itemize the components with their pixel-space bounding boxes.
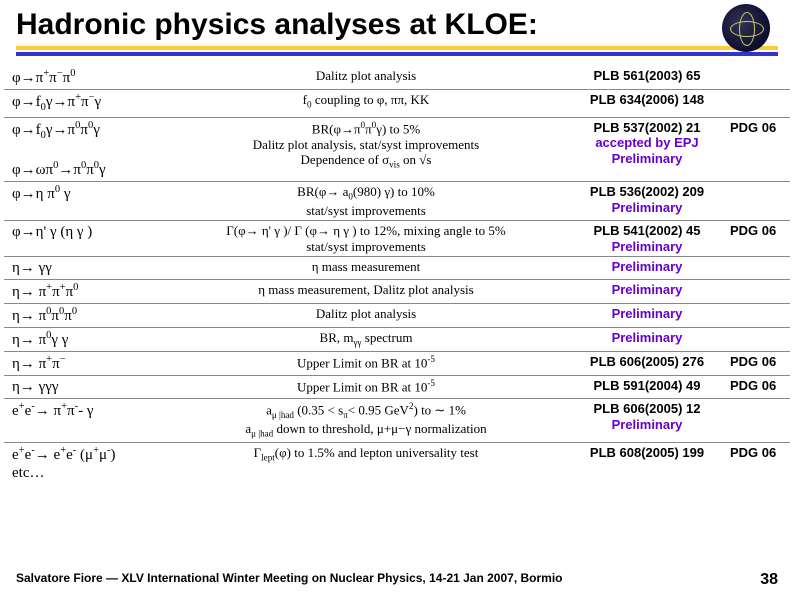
pdg-tag xyxy=(726,280,790,303)
reference: PLB 606(2005) 276 xyxy=(568,352,726,375)
pdg-tag: PDG 06 xyxy=(726,118,790,182)
pdg-tag xyxy=(726,90,790,117)
pdg-tag xyxy=(726,304,790,327)
description: Γlept(φ) to 1.5% and lepton universality… xyxy=(164,443,568,484)
decay-channel: η→ γγ xyxy=(4,257,164,279)
reference: PLB 537(2002) 21accepted by EPJPrelimina… xyxy=(568,118,726,182)
table-row: φ→π+π−π0Dalitz plot analysisPLB 561(2003… xyxy=(4,66,790,90)
reference: Preliminary xyxy=(568,257,726,279)
reference: PLB 536(2002) 209Preliminary xyxy=(568,182,726,220)
pdg-tag: PDG 06 xyxy=(726,376,790,398)
description: BR(φ→π0π0γ) to 5%Dalitz plot analysis, s… xyxy=(164,118,568,182)
pdg-tag: PDG 06 xyxy=(726,443,790,484)
table-row: e+e-→ e+e- (μ+μ-)etc…Γlept(φ) to 1.5% an… xyxy=(4,443,790,484)
reference: Preliminary xyxy=(568,328,726,351)
pdg-tag xyxy=(726,328,790,351)
table-row: η→ π0π0π0Dalitz plot analysisPreliminary xyxy=(4,304,790,328)
description: Dalitz plot analysis xyxy=(164,304,568,327)
decay-channel: η→ π0π0π0 xyxy=(4,304,164,327)
pdg-tag xyxy=(726,257,790,279)
reference: Preliminary xyxy=(568,280,726,303)
reference: PLB 541(2002) 45Preliminary xyxy=(568,221,726,256)
decay-channel: η→ π+π− xyxy=(4,352,164,375)
table-row: η→ π+π+π0η mass measurement, Dalitz plot… xyxy=(4,280,790,304)
table-row: φ→η π0 γBR(φ→ a0(980) γ) to 10%stat/syst… xyxy=(4,182,790,221)
decay-channel: φ→f0γ→π+π−γ xyxy=(4,90,164,117)
decay-channel: φ→π+π−π0 xyxy=(4,66,164,89)
description: Γ(φ→ η' γ )/ Γ (φ→ η γ ) to 12%, mixing … xyxy=(164,221,568,256)
pdg-tag xyxy=(726,182,790,220)
reference: Preliminary xyxy=(568,304,726,327)
description: aμ |had (0.35 < sπ< 0.95 GeV2) to ∼ 1%aμ… xyxy=(164,399,568,441)
table-row: e+e-→ π+π-- γaμ |had (0.35 < sπ< 0.95 Ge… xyxy=(4,399,790,442)
description: η mass measurement xyxy=(164,257,568,279)
description: η mass measurement, Dalitz plot analysis xyxy=(164,280,568,303)
reference: PLB 634(2006) 148 xyxy=(568,90,726,117)
reference: PLB 606(2005) 12Preliminary xyxy=(568,399,726,441)
description: BR(φ→ a0(980) γ) to 10%stat/syst improve… xyxy=(164,182,568,220)
pdg-tag xyxy=(726,66,790,89)
description: Dalitz plot analysis xyxy=(164,66,568,89)
page-number: 38 xyxy=(760,571,778,589)
pdg-tag xyxy=(726,399,790,441)
pdg-tag: PDG 06 xyxy=(726,352,790,375)
decay-channel: η→ π0γ γ xyxy=(4,328,164,351)
kloe-logo-icon xyxy=(722,4,770,52)
decay-channel: η→ π+π+π0 xyxy=(4,280,164,303)
decay-channel: e+e-→ π+π-- γ xyxy=(4,399,164,441)
footer-text: Salvatore Fiore — XLV International Wint… xyxy=(16,571,563,589)
header: Hadronic physics analyses at KLOE: xyxy=(0,0,794,44)
title-underline-bottom xyxy=(16,52,778,56)
table-row: η→ γγη mass measurementPreliminary xyxy=(4,257,790,280)
table-row: φ→f0γ→π0π0γ φ→ωπ0→π0π0γBR(φ→π0π0γ) to 5%… xyxy=(4,118,790,183)
decay-channel: φ→f0γ→π0π0γ φ→ωπ0→π0π0γ xyxy=(4,118,164,182)
page-title: Hadronic physics analyses at KLOE: xyxy=(16,8,778,42)
pdg-tag: PDG 06 xyxy=(726,221,790,256)
description: Upper Limit on BR at 10-5 xyxy=(164,376,568,398)
footer: Salvatore Fiore — XLV International Wint… xyxy=(0,571,794,589)
decay-channel: e+e-→ e+e- (μ+μ-)etc… xyxy=(4,443,164,484)
decay-channel: φ→η' γ (η γ ) xyxy=(4,221,164,256)
title-underline-top xyxy=(16,46,778,50)
description: f0 coupling to φ, ππ, KK xyxy=(164,90,568,117)
table-row: η→ π0γ γBR, mγγ spectrumPreliminary xyxy=(4,328,790,352)
decay-channel: η→ γγγ xyxy=(4,376,164,398)
table-row: φ→f0γ→π+π−γf0 coupling to φ, ππ, KKPLB 6… xyxy=(4,90,790,118)
description: Upper Limit on BR at 10-5 xyxy=(164,352,568,375)
reference: PLB 591(2004) 49 xyxy=(568,376,726,398)
table-row: φ→η' γ (η γ )Γ(φ→ η' γ )/ Γ (φ→ η γ ) to… xyxy=(4,221,790,257)
reference: PLB 608(2005) 199 xyxy=(568,443,726,484)
analyses-table: φ→π+π−π0Dalitz plot analysisPLB 561(2003… xyxy=(4,66,790,484)
description: BR, mγγ spectrum xyxy=(164,328,568,351)
reference: PLB 561(2003) 65 xyxy=(568,66,726,89)
table-row: η→ π+π−Upper Limit on BR at 10-5PLB 606(… xyxy=(4,352,790,376)
table-row: η→ γγγUpper Limit on BR at 10-5PLB 591(2… xyxy=(4,376,790,399)
decay-channel: φ→η π0 γ xyxy=(4,182,164,220)
